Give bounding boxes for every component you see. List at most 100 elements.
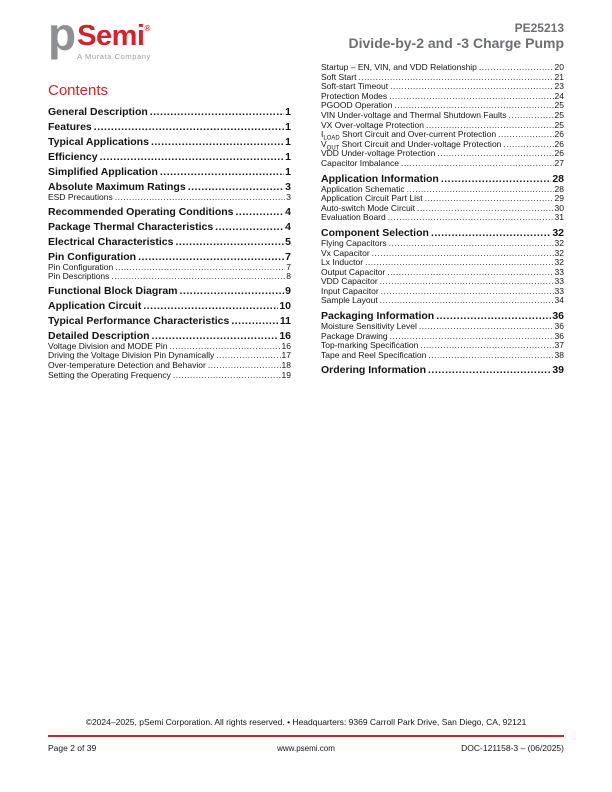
psemi-logo: p Semi® A Murata Company bbox=[48, 11, 151, 62]
toc-entry[interactable]: General Description 1 bbox=[48, 107, 291, 118]
toc-dot-leader bbox=[498, 130, 553, 140]
toc-entry-page: 7 bbox=[285, 250, 291, 263]
toc-entry[interactable]: Application Circuit Part List 29 bbox=[321, 193, 564, 204]
toc-dot-leader bbox=[150, 107, 284, 118]
toc-dot-leader bbox=[437, 149, 553, 159]
toc-entry[interactable]: VIN Under-voltage and Thermal Shutdown F… bbox=[321, 110, 564, 121]
toc-entry[interactable]: ILOAD Short Circuit and Over-current Pro… bbox=[321, 129, 564, 141]
toc-entry[interactable]: Typical Performance Characteristics 11 bbox=[48, 315, 291, 327]
toc-entry[interactable]: Package Thermal Characteristics 4 bbox=[48, 221, 291, 233]
toc-entry-label: ESD Precautions bbox=[48, 192, 113, 202]
toc-entry-page: 21 bbox=[554, 71, 564, 82]
toc-entry-page: 25 bbox=[554, 100, 564, 111]
toc-entry[interactable]: Setting the Operating Frequency 19 bbox=[48, 370, 291, 381]
toc-dot-leader bbox=[176, 237, 285, 248]
toc-entry[interactable]: Component Selection 32 bbox=[321, 226, 564, 239]
toc-entry[interactable]: Over-temperature Detection and Behavior … bbox=[48, 359, 291, 371]
toc-entry[interactable]: Application Schematic 28 bbox=[321, 184, 564, 195]
toc-entry[interactable]: Absolute Maximum Ratings 3 bbox=[48, 182, 291, 193]
toc-entry[interactable]: Sample Layout 34 bbox=[321, 296, 564, 306]
psemi-logo-semi-text: Semi bbox=[77, 20, 145, 52]
toc-entry[interactable]: Startup – EN, VIN, and VDD Relationship … bbox=[321, 62, 564, 73]
toc-entry[interactable]: VOUT Short Circuit and Under-voltage Pro… bbox=[321, 138, 564, 152]
toc-entry-label: Auto-switch Mode Circuit bbox=[321, 202, 416, 213]
toc-entry[interactable]: Driving the Voltage Division Pin Dynamic… bbox=[48, 351, 291, 361]
psemi-logo-text: Semi® A Murata Company bbox=[77, 15, 151, 62]
toc-entry-label: Features bbox=[48, 121, 92, 133]
toc-entry-label: Moisture Sensitivity Level bbox=[321, 321, 417, 332]
toc-entry-label: Application Circuit bbox=[48, 299, 142, 312]
toc-dot-leader bbox=[419, 322, 554, 332]
toc-entry[interactable]: Evaluation Board 31 bbox=[321, 213, 564, 223]
toc-entry[interactable]: Soft-start Timeout 23 bbox=[321, 81, 564, 92]
toc-entry[interactable]: VDD Under-voltage Protection 26 bbox=[321, 149, 564, 159]
website-link[interactable]: www.psemi.com bbox=[277, 744, 335, 753]
toc-dot-leader bbox=[115, 263, 285, 273]
toc-entry-label: Pin Descriptions bbox=[48, 271, 110, 282]
toc-entry[interactable]: Tape and Reel Specification 38 bbox=[321, 349, 564, 361]
toc-entry[interactable]: Packaging Information 36 bbox=[321, 311, 564, 322]
toc-entry[interactable]: Vx Capacitor 32 bbox=[321, 248, 564, 259]
toc-dot-leader bbox=[381, 287, 554, 297]
toc-entry[interactable]: Detailed Description 16 bbox=[48, 329, 291, 342]
doc-number: DOC-121158-3 – (06/2025) bbox=[461, 743, 564, 753]
toc-entry-page: 16 bbox=[279, 329, 291, 342]
toc-entry-label: Input Capacitor bbox=[321, 285, 379, 296]
toc-entry[interactable]: Application Information 28 bbox=[321, 173, 564, 185]
toc-entry[interactable]: VX Over-voltage Protection 25 bbox=[321, 119, 564, 131]
toc-entry[interactable]: Lx Inductor 32 bbox=[321, 257, 564, 268]
toc-entry[interactable]: Input Capacitor 33 bbox=[321, 285, 564, 297]
document-subtitle: Divide-by-2 and -3 Charge Pump bbox=[348, 35, 564, 51]
toc-entry[interactable]: Auto-switch Mode Circuit 30 bbox=[321, 202, 564, 214]
toc-entry[interactable]: ESD Precautions 3 bbox=[48, 192, 291, 203]
toc-dot-leader bbox=[160, 167, 284, 178]
toc-dot-leader bbox=[143, 301, 278, 312]
toc-entry[interactable]: Pin Configuration 7 bbox=[48, 262, 291, 273]
toc-dot-leader bbox=[428, 365, 551, 376]
toc-entry[interactable]: Electrical Characteristics 5 bbox=[48, 236, 291, 248]
toc-entry-page: 17 bbox=[281, 350, 291, 361]
toc-entry[interactable]: Top-marking Specification 37 bbox=[321, 340, 564, 351]
toc-entry[interactable]: Pin Descriptions 8 bbox=[48, 271, 291, 282]
toc-entry-page: 18 bbox=[281, 359, 291, 370]
toc-entry[interactable]: Moisture Sensitivity Level 36 bbox=[321, 321, 564, 332]
toc-entry-label: Startup – EN, VIN, and VDD Relationship bbox=[321, 62, 477, 72]
psemi-logo-wordmark: Semi® bbox=[77, 15, 151, 52]
toc-entry[interactable]: Application Circuit 10 bbox=[48, 299, 291, 312]
toc-entry-page: 36 bbox=[552, 310, 564, 323]
toc-entry[interactable]: Protection Modes 24 bbox=[321, 91, 564, 102]
toc-entry-page: 32 bbox=[552, 226, 564, 239]
toc-entry[interactable]: Capacitor Imbalance 27 bbox=[321, 157, 564, 169]
toc-entry[interactable]: Efficiency 1 bbox=[48, 152, 291, 163]
toc-entry[interactable]: Simplified Application 1 bbox=[48, 167, 291, 178]
toc-entry[interactable]: VDD Capacitor 33 bbox=[321, 276, 564, 287]
contents-heading: Contents bbox=[48, 82, 109, 99]
toc-entry-page: 27 bbox=[554, 157, 564, 168]
toc-dot-leader bbox=[420, 341, 553, 351]
toc-entry-label: Capacitor Imbalance bbox=[321, 157, 399, 168]
toc-entry-page: 25 bbox=[554, 119, 564, 130]
toc-entry[interactable]: Features 1 bbox=[48, 122, 291, 133]
toc-entry-page: 29 bbox=[554, 193, 564, 204]
toc-entry-label: Tape and Reel Specification bbox=[321, 349, 427, 360]
toc-entry[interactable]: Voltage Division and MODE Pin 16 bbox=[48, 340, 291, 352]
toc-entry-page: 9 bbox=[285, 284, 291, 297]
toc-entry-page: 32 bbox=[554, 257, 564, 268]
toc-dot-leader bbox=[389, 92, 553, 102]
toc-dot-leader bbox=[436, 311, 551, 322]
toc-entry[interactable]: Flying Capacitors 32 bbox=[321, 238, 564, 249]
toc-entry[interactable]: Functional Block Diagram 9 bbox=[48, 284, 291, 297]
toc-entry[interactable]: Pin Configuration 7 bbox=[48, 250, 291, 263]
toc-entry[interactable]: Ordering Information 39 bbox=[321, 365, 564, 376]
toc-entry-page: 16 bbox=[281, 340, 291, 351]
toc-entry[interactable]: Soft Start 21 bbox=[321, 71, 564, 83]
toc-entry[interactable]: PGOOD Operation 25 bbox=[321, 101, 564, 111]
toc-dot-leader bbox=[208, 361, 281, 371]
toc-entry-label: VOUT Short Circuit and Under-voltage Pro… bbox=[321, 138, 502, 152]
toc-entry-label: Package Drawing bbox=[321, 330, 388, 341]
toc-entry[interactable]: Typical Applications 1 bbox=[48, 137, 291, 148]
toc-entry[interactable]: Recommended Operating Conditions 4 bbox=[48, 206, 291, 218]
toc-entry[interactable]: Output Capacitor 33 bbox=[321, 267, 564, 278]
toc-entry[interactable]: Package Drawing 36 bbox=[321, 330, 564, 342]
